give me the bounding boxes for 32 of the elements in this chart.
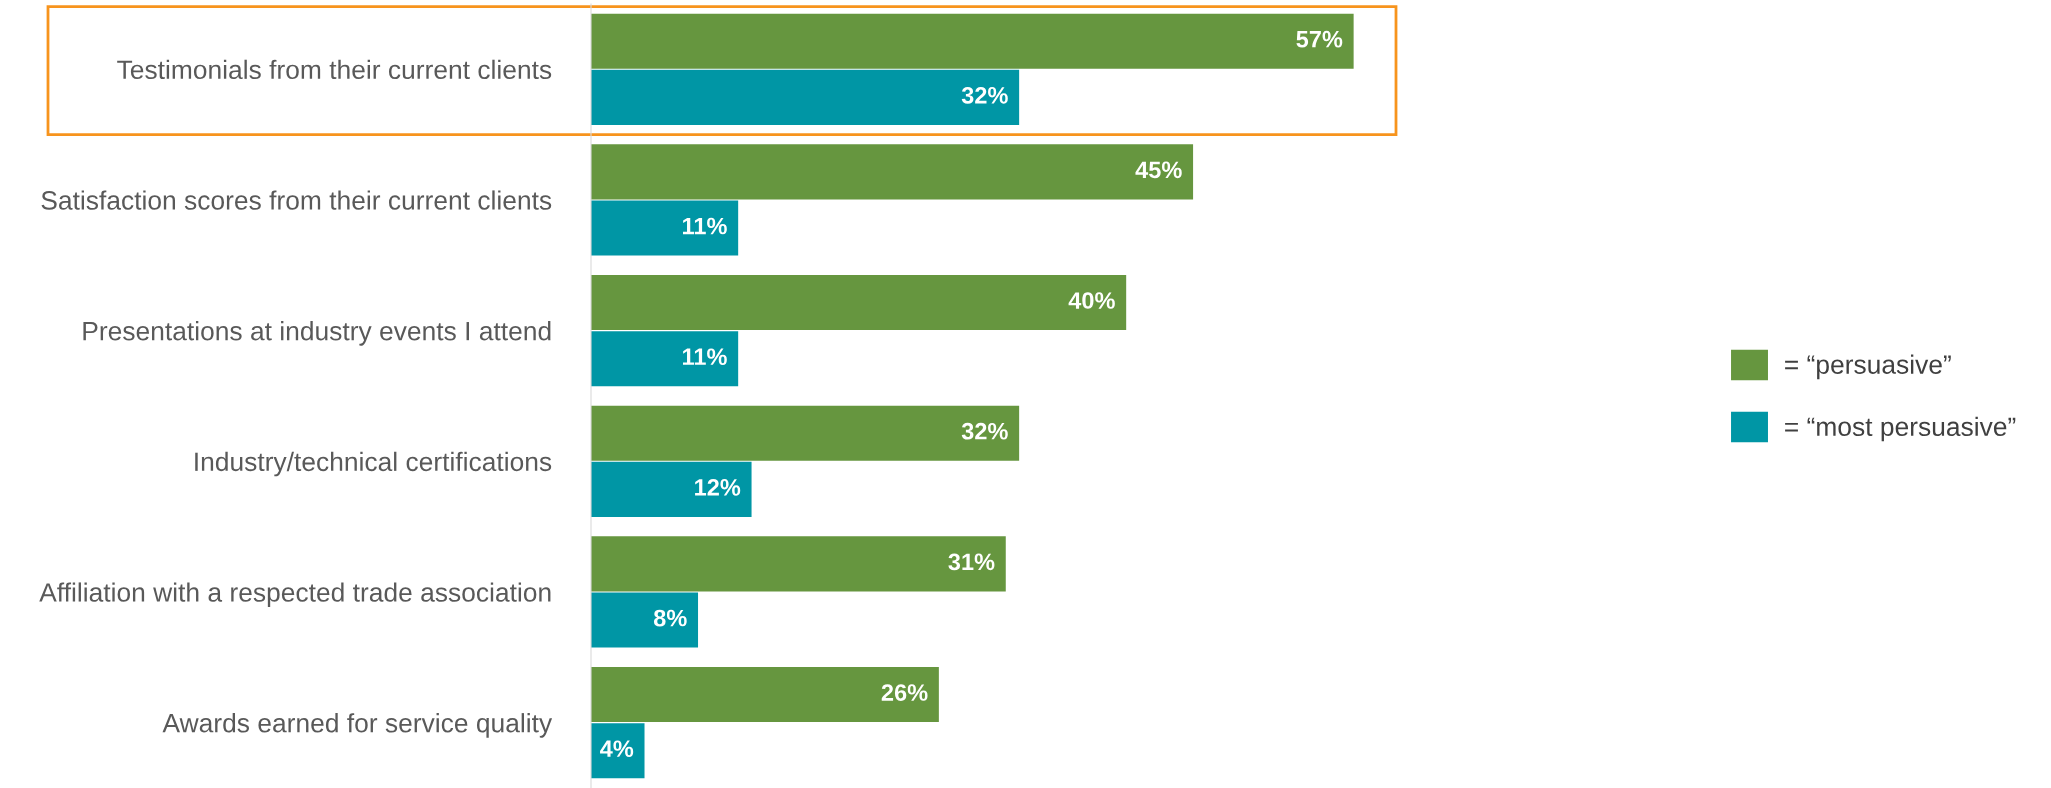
- data-label: 45%: [1135, 161, 1182, 179]
- bar: [591, 461, 752, 517]
- data-label: 32%: [961, 422, 1008, 440]
- y-tick-label: Satisfaction scores from their current clients: [41, 190, 552, 210]
- data-label: 11%: [683, 217, 727, 235]
- bar: [591, 536, 1006, 592]
- y-tick-label: Industry/technical certifications: [195, 451, 552, 477]
- bar: [591, 200, 739, 256]
- bar: [591, 723, 645, 779]
- data-label: 31%: [948, 553, 995, 571]
- data-label: 4%: [600, 740, 634, 758]
- bar: [591, 144, 1194, 200]
- y-tick-label: Testimonials from their current clients: [117, 59, 552, 80]
- data-label: 11%: [683, 348, 727, 366]
- bar: [591, 331, 739, 387]
- bar: [591, 275, 1127, 331]
- y-tick-label: Affiliation with a respected trade association: [39, 582, 551, 608]
- bar: [591, 13, 1354, 69]
- y-tick-label: Presentations at industry events I attend: [83, 321, 551, 346]
- bar: [591, 592, 699, 648]
- legend-label: = “persuasive”: [1785, 354, 1951, 380]
- data-label: 32%: [961, 86, 1008, 104]
- bar: [591, 405, 1020, 461]
- legend-label: = “most persuasive”: [1785, 416, 2016, 442]
- data-label: 12%: [695, 479, 741, 496]
- data-label: 40%: [1068, 292, 1115, 309]
- data-label: 8%: [653, 609, 687, 627]
- data-label: 57%: [1296, 30, 1343, 48]
- data-label: 26%: [881, 684, 928, 701]
- bar: [591, 69, 1020, 125]
- bar: [591, 667, 939, 723]
- y-tick-label: Awards earned for service quality: [162, 713, 553, 738]
